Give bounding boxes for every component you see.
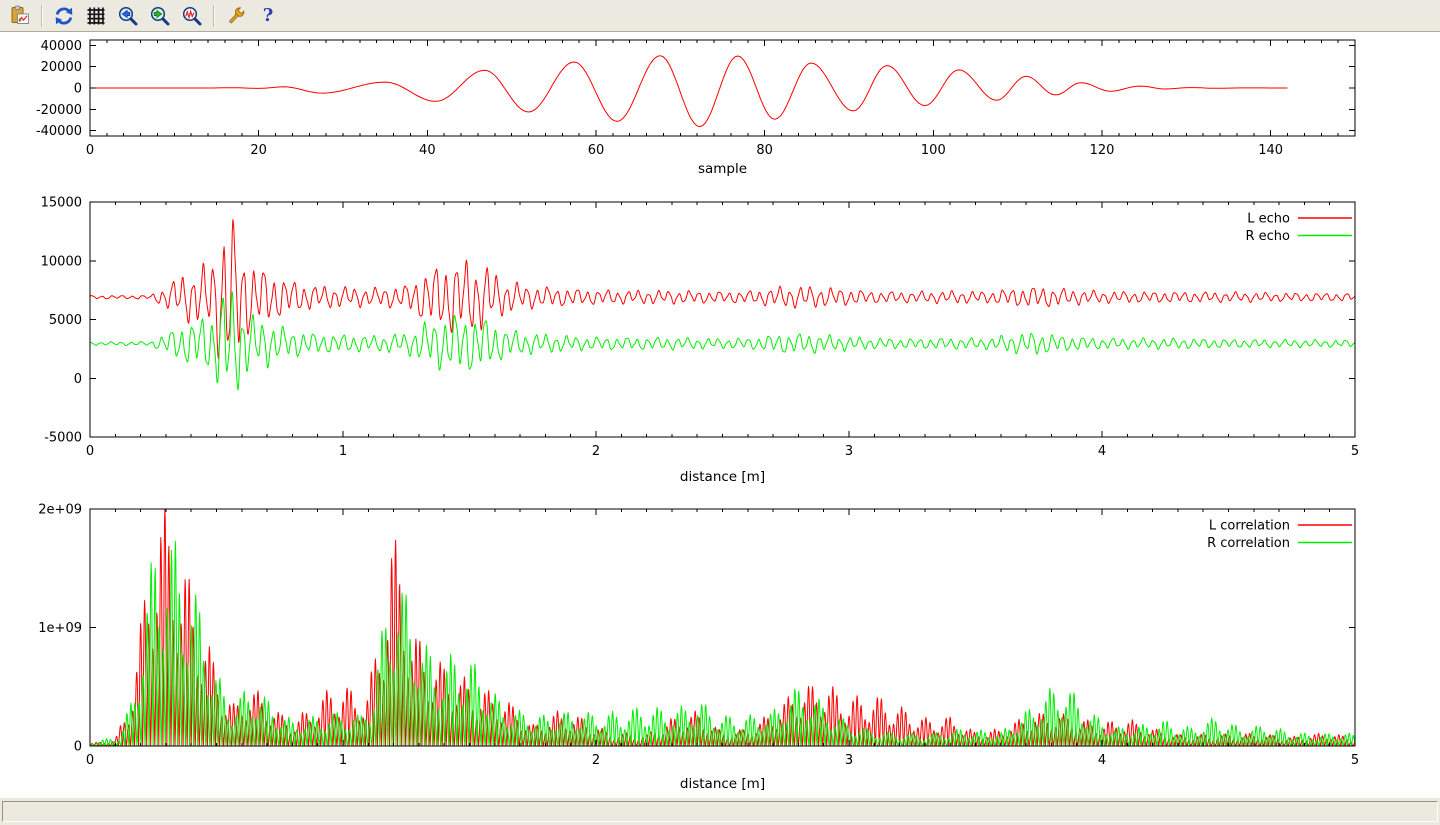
x-tick-label: 40 xyxy=(419,143,436,158)
toolbar-separator xyxy=(213,4,215,27)
x-tick-label: 5 xyxy=(1351,753,1359,768)
x-tick-label: 0 xyxy=(86,143,94,158)
y-tick-label: 5000 xyxy=(49,313,82,328)
status-bar xyxy=(0,798,1440,825)
y-tick-label: -20000 xyxy=(36,103,82,118)
x-tick-label: 4 xyxy=(1098,444,1106,459)
series-l-correlation xyxy=(89,508,1356,747)
plot-2: 0 1 2 3 4 5 -5000 0 5000 10000 15000 distance [m] L … xyxy=(41,196,1360,486)
zoom-previous-button[interactable] xyxy=(114,2,142,30)
legend-label: L echo xyxy=(1247,212,1290,227)
y-tick-label: -5000 xyxy=(44,431,82,446)
clipboard-plot-icon xyxy=(11,5,29,24)
question-mark-icon: ? xyxy=(262,4,274,26)
x-axis-label: distance [m] xyxy=(680,469,765,485)
x-tick-label: 0 xyxy=(86,753,94,768)
magnifier-forward-icon xyxy=(150,6,170,25)
series-signal xyxy=(90,55,1288,128)
y-tick-label: -40000 xyxy=(36,124,82,139)
plot-frame xyxy=(89,39,1356,137)
x-tick-label: 2 xyxy=(592,444,600,459)
legend-label: L correlation xyxy=(1209,519,1290,534)
plot-frame xyxy=(89,201,1356,438)
replot-button[interactable] xyxy=(50,2,78,30)
x-tick-label: 140 xyxy=(1258,143,1283,158)
magnifier-plot-icon xyxy=(182,6,202,25)
plot-frame xyxy=(89,508,1356,747)
y-tick-label: 2e+09 xyxy=(38,503,82,518)
plot-1: 0 20 40 60 80 100 120 140 -40000 -20000 0 20000 4000… xyxy=(36,39,1356,177)
series-r-correlation xyxy=(89,540,1356,747)
plot-canvas[interactable]: 0 20 40 60 80 100 120 140-40000-200000200004000… xyxy=(0,33,1440,798)
y-tick-label: 0 xyxy=(74,740,82,755)
toolbar: ? xyxy=(0,0,1440,32)
y-tick-label: 1e+09 xyxy=(38,621,82,636)
x-tick-label: 0 xyxy=(86,444,94,459)
x-tick-label: 1 xyxy=(339,444,347,459)
x-tick-label: 3 xyxy=(845,444,853,459)
magnifier-back-icon xyxy=(118,6,138,25)
axis-ticks xyxy=(89,40,1356,136)
config-button[interactable] xyxy=(222,2,250,30)
grid-toggle-button[interactable] xyxy=(82,2,110,30)
x-tick-label: 2 xyxy=(592,753,600,768)
legend-label: R echo xyxy=(1245,229,1290,244)
y-tick-label: 20000 xyxy=(41,60,82,75)
x-tick-label: 4 xyxy=(1098,753,1106,768)
y-tick-label: 0 xyxy=(74,82,82,97)
y-tick-label: 0 xyxy=(74,372,82,387)
legend: L echo R echo xyxy=(1245,212,1352,244)
plot-area: 0 20 40 60 80 100 120 140 -40000 -20000 0 20000 4000… xyxy=(0,33,1440,798)
refresh-icon xyxy=(55,7,73,24)
zoom-next-button[interactable] xyxy=(146,2,174,30)
series-r-echo xyxy=(89,291,1356,391)
x-tick-label: 80 xyxy=(756,143,773,158)
plot-3: 0 1 2 3 4 5 0 1e+09 2e+09 distance [m] L correlati… xyxy=(38,503,1359,793)
x-tick-label: 60 xyxy=(588,143,605,158)
help-button[interactable]: ? xyxy=(254,2,282,30)
x-tick-label: 20 xyxy=(250,143,267,158)
x-axis-label: sample xyxy=(698,161,747,177)
series-l-echo xyxy=(89,219,1356,360)
wrench-icon xyxy=(229,6,245,23)
status-field xyxy=(2,801,1438,822)
copy-plot-button[interactable] xyxy=(6,2,34,30)
toolbar-separator xyxy=(41,4,43,27)
autoscale-button[interactable] xyxy=(178,2,206,30)
axis-ticks xyxy=(89,201,1356,438)
x-tick-label: 3 xyxy=(845,753,853,768)
legend: L correlation R correlation xyxy=(1207,519,1352,551)
legend-label: R correlation xyxy=(1207,536,1290,551)
y-tick-label: 15000 xyxy=(41,196,82,211)
x-axis-label: distance [m] xyxy=(680,776,765,792)
grid-icon xyxy=(87,7,105,24)
x-tick-label: 100 xyxy=(921,143,946,158)
axis-ticks xyxy=(89,508,1356,747)
x-tick-label: 1 xyxy=(339,753,347,768)
x-tick-label: 5 xyxy=(1351,444,1359,459)
y-tick-label: 10000 xyxy=(41,254,82,269)
x-tick-label: 120 xyxy=(1090,143,1115,158)
y-tick-label: 40000 xyxy=(41,39,82,54)
